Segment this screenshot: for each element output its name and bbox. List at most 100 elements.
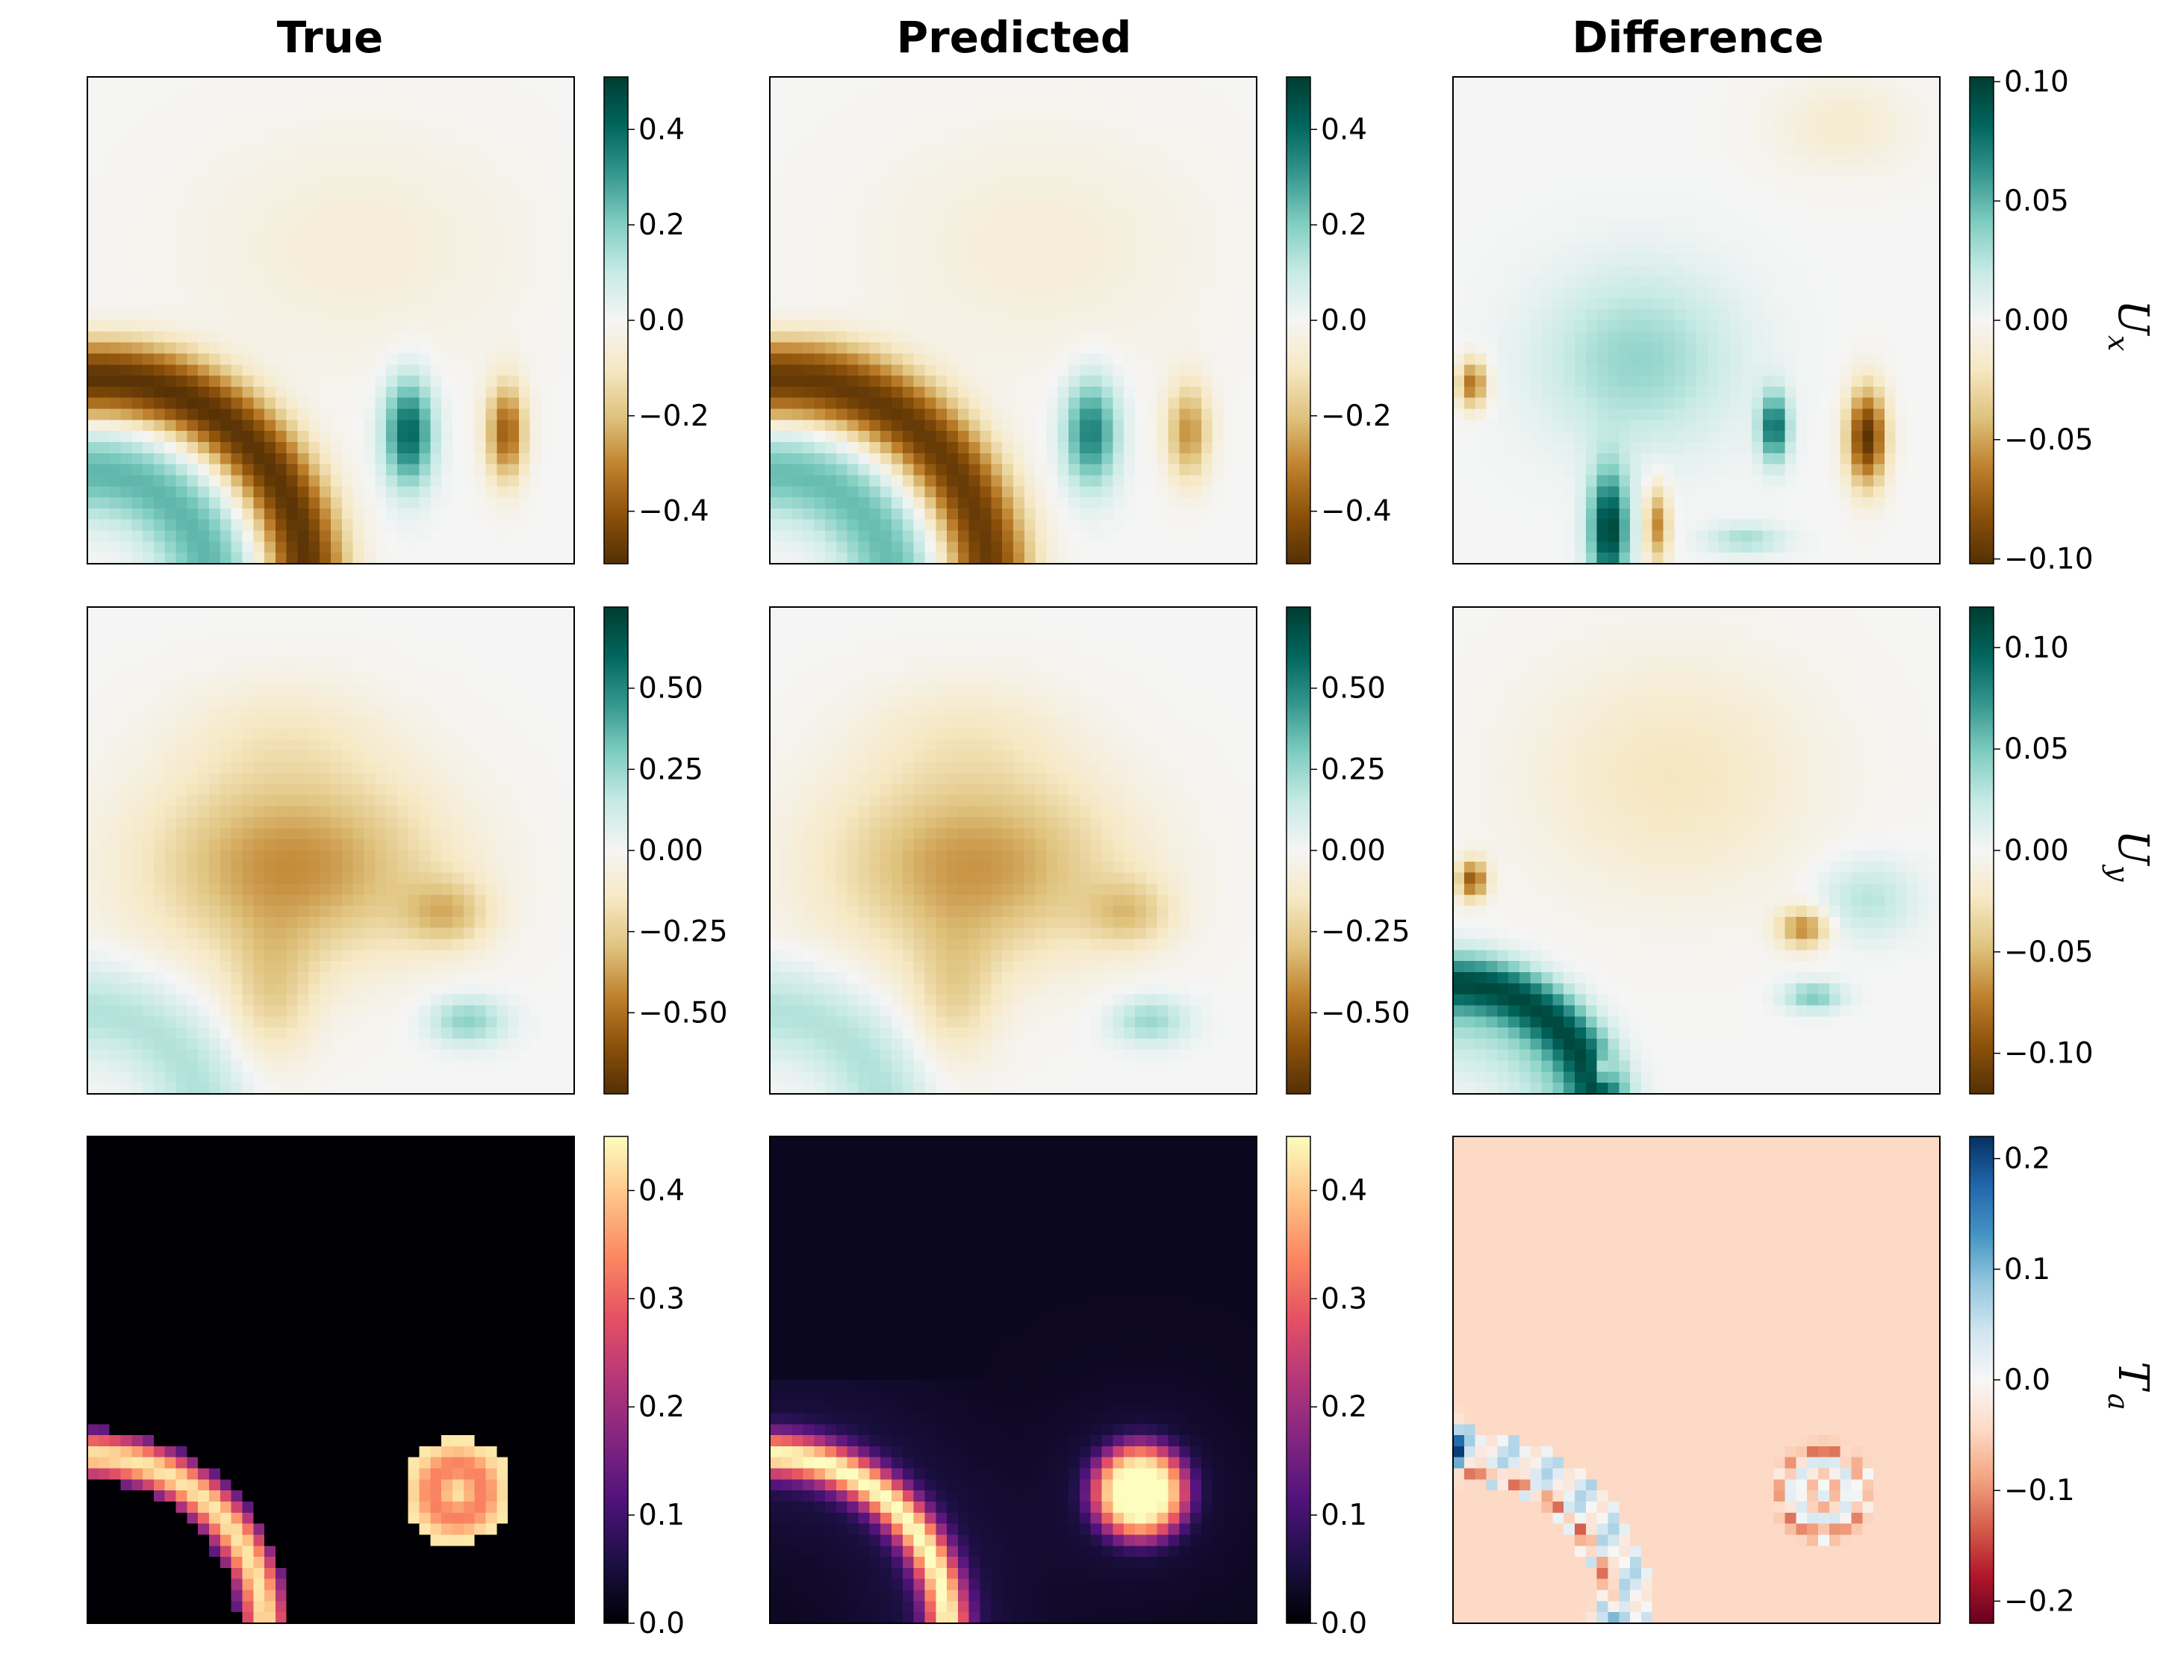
heatmap-cell xyxy=(1145,541,1158,553)
heatmap-cell xyxy=(275,353,287,365)
heatmap-cell xyxy=(98,243,111,255)
heatmap-cell xyxy=(1157,397,1169,410)
heatmap-cell xyxy=(957,154,970,167)
heatmap-cell xyxy=(1818,209,1830,222)
heatmap-cell xyxy=(1135,165,1147,177)
heatmap-cell xyxy=(1245,110,1257,122)
heatmap-cell xyxy=(869,199,881,211)
heatmap-cell xyxy=(441,276,453,288)
heatmap-cell xyxy=(198,530,210,542)
heatmap-cell xyxy=(408,87,420,100)
heatmap-cell xyxy=(153,519,166,532)
heatmap-cell xyxy=(1564,276,1575,288)
heatmap-cell xyxy=(341,298,354,310)
heatmap-cell xyxy=(1024,420,1036,432)
heatmap-cell xyxy=(264,132,276,144)
heatmap-cell xyxy=(1035,143,1048,155)
heatmap-cell xyxy=(1807,87,1819,100)
heatmap-cell xyxy=(1090,353,1103,365)
heatmap-cell xyxy=(187,165,199,177)
heatmap-cell xyxy=(1696,298,1708,310)
heatmap-cell xyxy=(1807,199,1819,211)
heatmap-cell xyxy=(892,309,903,321)
heatmap-cell xyxy=(1145,364,1158,376)
heatmap-cell xyxy=(1463,320,1476,332)
heatmap-cell xyxy=(508,231,520,243)
heatmap-cell xyxy=(297,364,309,376)
heatmap-cell xyxy=(1234,464,1246,476)
heatmap-cell xyxy=(286,264,299,277)
heatmap-cell xyxy=(1740,176,1752,188)
heatmap-cell xyxy=(1674,165,1686,177)
heatmap-cell xyxy=(341,464,354,476)
heatmap-cell xyxy=(331,254,343,266)
heatmap-cell xyxy=(253,342,265,355)
heatmap-cell xyxy=(847,353,859,365)
heatmap-cell xyxy=(308,464,320,476)
heatmap-cell xyxy=(1486,121,1498,133)
heatmap-cell xyxy=(1135,320,1147,332)
heatmap-cell xyxy=(552,132,564,144)
heatmap-cell xyxy=(1453,77,1465,89)
heatmap-cell xyxy=(1157,519,1169,532)
heatmap-cell xyxy=(297,77,309,89)
heatmap-cell xyxy=(1223,287,1235,299)
heatmap-cell xyxy=(1024,331,1036,343)
heatmap-cell xyxy=(968,508,981,520)
heatmap-cell xyxy=(408,452,420,465)
heatmap-cell xyxy=(552,464,564,476)
heatmap-cell xyxy=(242,176,254,188)
heatmap-cell xyxy=(1752,231,1764,243)
heatmap-cell xyxy=(892,331,903,343)
heatmap-cell xyxy=(869,132,881,144)
heatmap-cell xyxy=(869,264,881,277)
heatmap-cell xyxy=(957,464,970,476)
heatmap-cell xyxy=(1552,254,1564,266)
heatmap-cell xyxy=(1608,143,1620,155)
heatmap-cell xyxy=(1245,154,1257,167)
heatmap-cell xyxy=(1796,176,1808,188)
heatmap-cell xyxy=(231,121,243,133)
heatmap-cell xyxy=(143,154,155,167)
heatmap-cell xyxy=(341,199,354,211)
heatmap-cell xyxy=(1168,264,1180,277)
heatmap-cell xyxy=(892,209,903,222)
heatmap-cell xyxy=(143,397,155,410)
heatmap-cell xyxy=(386,364,398,376)
heatmap-cell xyxy=(120,331,132,343)
heatmap-cell xyxy=(87,353,99,365)
heatmap-cell xyxy=(814,254,826,266)
heatmap-cell xyxy=(275,254,287,266)
heatmap-cell xyxy=(331,99,343,111)
heatmap-cell xyxy=(485,87,497,100)
heatmap-cell xyxy=(1223,110,1235,122)
heatmap-cell xyxy=(1234,298,1246,310)
heatmap-cell xyxy=(1145,154,1158,167)
heatmap-cell xyxy=(1124,287,1136,299)
heatmap-cell xyxy=(836,287,848,299)
heatmap-cell xyxy=(1223,209,1235,222)
heatmap-cell xyxy=(803,376,815,388)
heatmap-cell xyxy=(1895,264,1908,277)
heatmap-cell xyxy=(1168,452,1180,465)
heatmap-cell xyxy=(924,287,936,299)
heatmap-cell xyxy=(825,209,837,222)
heatmap-cell xyxy=(463,287,476,299)
heatmap-cell xyxy=(375,132,387,144)
heatmap-cell xyxy=(143,298,155,310)
heatmap-cell xyxy=(1057,486,1069,498)
heatmap-cell xyxy=(1168,154,1180,167)
heatmap-cell xyxy=(1608,110,1620,122)
heatmap-cell xyxy=(1530,199,1543,211)
heatmap-cell xyxy=(98,519,111,532)
heatmap-cell xyxy=(1124,353,1136,365)
heatmap-cell xyxy=(1245,464,1257,476)
heatmap-cell xyxy=(1124,331,1136,343)
heatmap-cell xyxy=(131,77,143,89)
heatmap-cell xyxy=(341,99,354,111)
heatmap-cell xyxy=(331,376,343,388)
heatmap-cell xyxy=(430,243,442,255)
heatmap-cell xyxy=(1101,121,1113,133)
heatmap-cell xyxy=(1917,254,1929,266)
colorbar-tick-label: −0.4 xyxy=(1321,495,1392,529)
